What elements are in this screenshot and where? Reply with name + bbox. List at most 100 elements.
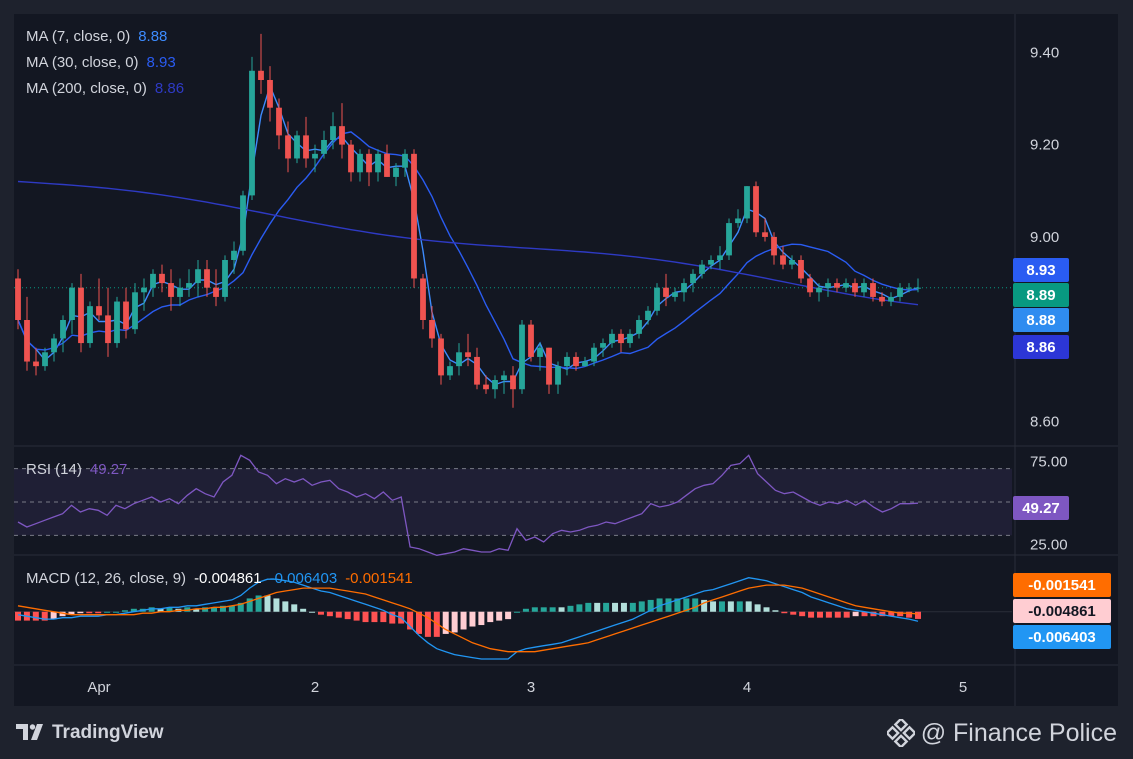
- price-tick-label: 8.60: [1030, 414, 1059, 431]
- rsi-label: RSI (14): [26, 461, 82, 478]
- macd-histogram-bar: [763, 607, 770, 612]
- macd-histogram-bar: [656, 598, 663, 612]
- binance-diamond-icon: [886, 719, 915, 747]
- rsi-tick-label: 25.00: [1030, 537, 1068, 554]
- macd-histogram-bar: [451, 611, 458, 633]
- candle-body: [78, 287, 84, 344]
- candle-body: [69, 287, 75, 320]
- macd-histogram-bar: [282, 601, 289, 612]
- candle-body: [735, 218, 741, 224]
- price-tick-label: 9.40: [1030, 44, 1059, 61]
- candle-body: [609, 333, 615, 344]
- rsi-line: [17, 454, 919, 556]
- macd-histogram-bar: [834, 611, 841, 618]
- macd-signal-value: -0.001541: [345, 570, 413, 587]
- macd-histogram-bar: [389, 611, 396, 624]
- candle-body: [591, 347, 597, 362]
- candle-body: [654, 287, 660, 311]
- macd-histogram-bar: [790, 611, 797, 615]
- macd-histogram-bar: [211, 607, 218, 612]
- candle-body: [15, 278, 21, 320]
- last-price-badge: 8.89: [1013, 283, 1069, 307]
- candle-body: [402, 153, 408, 168]
- rsi-badge: 49.27: [1013, 496, 1069, 520]
- candle-body: [231, 250, 237, 260]
- macd-histogram-bar: [353, 611, 360, 621]
- candle-body: [627, 333, 633, 344]
- ma200-value: 8.86: [154, 80, 185, 97]
- candle-body: [645, 310, 651, 320]
- macd-histogram-bar: [825, 611, 832, 618]
- macd-histogram-bar: [585, 602, 592, 612]
- macd-histogram-bar: [799, 611, 806, 617]
- macd-histogram-bar: [505, 611, 512, 620]
- candle-body: [276, 107, 282, 136]
- macd-histogram-bar: [68, 611, 75, 615]
- candle-body: [843, 283, 849, 288]
- candle-body: [672, 292, 678, 297]
- candle-body: [339, 126, 345, 145]
- candle-body: [915, 287, 921, 289]
- ma200-label: MA (200, close, 0): [26, 80, 147, 97]
- candle-body: [366, 153, 372, 173]
- macd-histogram-bar: [861, 611, 868, 617]
- macd-histogram-bar: [228, 605, 235, 612]
- candle-body: [726, 223, 732, 256]
- candle-body: [123, 301, 129, 330]
- ma30-legend[interactable]: MA (30, close, 0) 8.93: [26, 54, 176, 72]
- candle-body: [384, 153, 390, 177]
- candle-body: [150, 273, 156, 288]
- candle-body: [132, 292, 138, 330]
- candle-body: [456, 352, 462, 367]
- time-tick-label: 2: [311, 679, 319, 696]
- macd-histogram-bar: [727, 601, 734, 612]
- candle-body: [519, 324, 525, 390]
- ma30-value: 8.93: [146, 54, 176, 71]
- candle-body: [663, 287, 669, 297]
- candle-body: [510, 375, 516, 390]
- candle-body: [573, 356, 579, 367]
- ma7-legend[interactable]: MA (7, close, 0) 8.88: [26, 28, 167, 46]
- candle-body: [681, 283, 687, 293]
- candle-body: [852, 283, 858, 293]
- ma7-price-badge: 8.88: [1013, 308, 1069, 332]
- candle-body: [789, 260, 795, 265]
- candle-body: [798, 260, 804, 279]
- brand-name: TradingView: [52, 722, 164, 743]
- ma7-value: 8.88: [138, 28, 168, 45]
- candle-body: [258, 70, 264, 80]
- candle-body: [294, 135, 300, 159]
- candle-body: [492, 380, 498, 390]
- candle-body: [762, 232, 768, 237]
- macd-histogram-bar: [193, 608, 200, 612]
- candle-body: [51, 338, 57, 353]
- macd-histogram-bar: [460, 611, 467, 630]
- macd-histogram-bar: [300, 608, 307, 612]
- candle-body: [708, 260, 714, 265]
- candle-body: [303, 135, 309, 159]
- ma7-label: MA (7, close, 0): [26, 28, 131, 45]
- candle-body: [546, 347, 552, 385]
- macd-histogram-bar: [567, 605, 574, 612]
- candle-body: [141, 287, 147, 293]
- macd-legend[interactable]: MACD (12, 26, close, 9) -0.004861 -0.00640…: [26, 570, 413, 588]
- macd-histogram-bar: [906, 611, 913, 618]
- macd-histogram-bar: [104, 611, 111, 613]
- candle-body: [312, 153, 318, 159]
- macd-histogram-bar: [781, 611, 788, 614]
- tradingview-brand[interactable]: TradingView: [16, 720, 164, 746]
- candle-body: [744, 186, 750, 219]
- rsi-legend[interactable]: RSI (14) 49.27: [26, 461, 127, 479]
- candle-body: [690, 273, 696, 284]
- ma200-legend[interactable]: MA (200, close, 0) 8.86: [26, 80, 184, 98]
- candle-body: [447, 366, 453, 376]
- candle-body: [159, 273, 165, 284]
- macd-histogram-bar: [754, 604, 761, 612]
- chart-canvas[interactable]: 9.40 9.20 9.00 8.60 75.00 25.00 Apr 2 3 4 5: [0, 0, 1133, 710]
- macd-histogram-bar: [531, 607, 538, 612]
- macd-histogram-bar: [683, 598, 690, 612]
- candle-body: [186, 283, 192, 288]
- candle-body: [330, 126, 336, 140]
- candle-body: [780, 255, 786, 265]
- macd-histogram-bar: [701, 599, 708, 612]
